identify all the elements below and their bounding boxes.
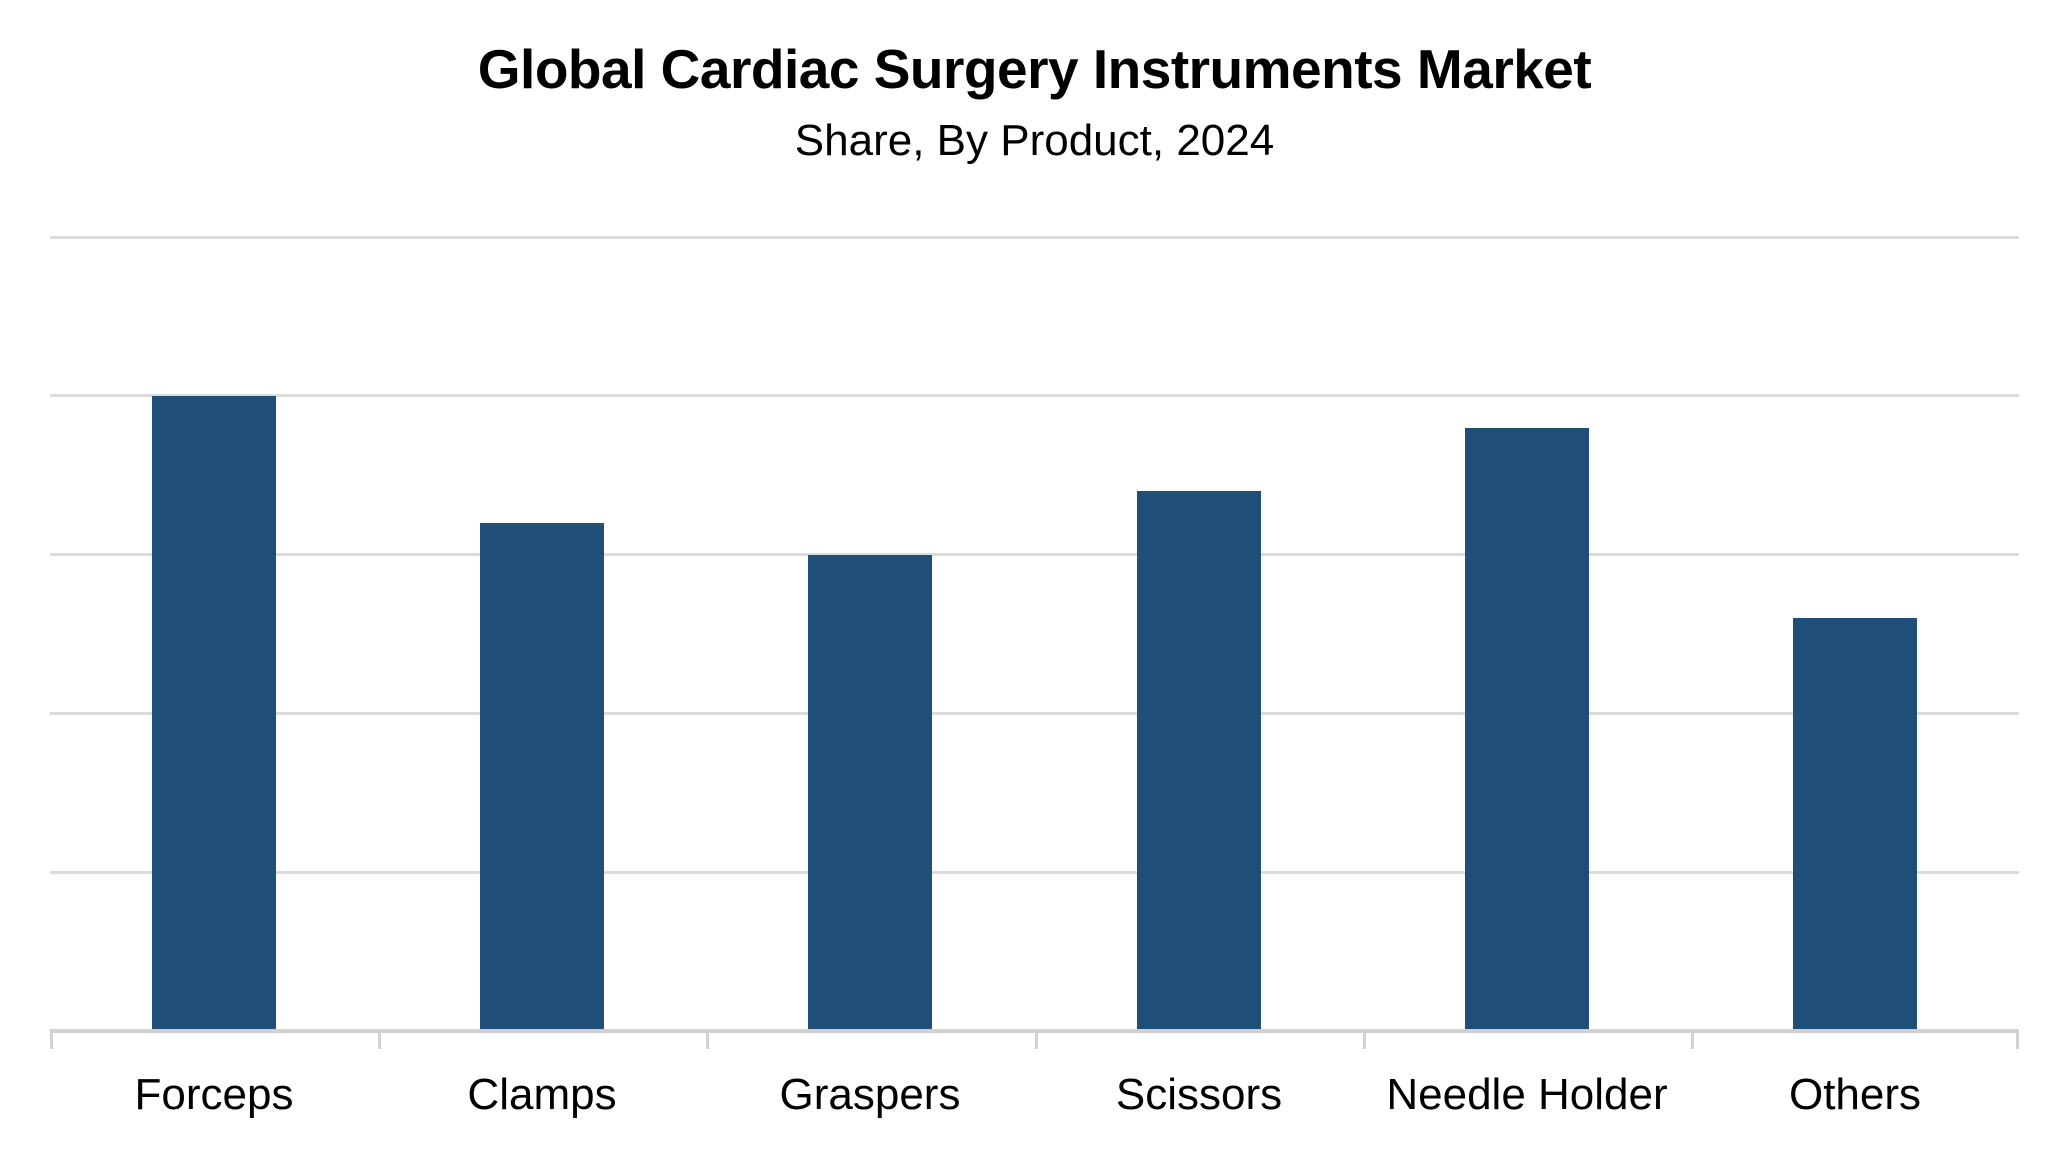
axis-tick xyxy=(378,1031,381,1049)
gridline xyxy=(50,871,2019,874)
x-axis-label: Graspers xyxy=(779,1070,961,1119)
bar-scissors xyxy=(1137,491,1261,1031)
axis-tick xyxy=(1035,1031,1038,1049)
x-axis-label: Forceps xyxy=(134,1070,294,1119)
gridline xyxy=(50,712,2019,715)
axis-tick xyxy=(706,1031,709,1049)
plot-area xyxy=(50,236,2019,1049)
gridline xyxy=(50,553,2019,556)
x-axis-label: Others xyxy=(1788,1070,1922,1119)
gridline xyxy=(50,236,2019,239)
x-axis-line xyxy=(50,1029,2019,1033)
x-axis-label: Needle Holder xyxy=(1386,1070,1668,1119)
axis-tick xyxy=(2016,1031,2019,1049)
axis-tick xyxy=(1363,1031,1366,1049)
gridline xyxy=(50,394,2019,397)
chart-title: Global Cardiac Surgery Instruments Marke… xyxy=(477,38,1592,100)
x-axis-label: Scissors xyxy=(1115,1070,1283,1119)
bar-needle-holder xyxy=(1465,428,1589,1031)
axis-tick xyxy=(1691,1031,1694,1049)
bar-forceps xyxy=(152,396,276,1031)
bar-clamps xyxy=(480,523,604,1031)
x-axis-label: Clamps xyxy=(467,1070,617,1119)
chart-subtitle: Share, By Product, 2024 xyxy=(794,116,1275,165)
axis-tick xyxy=(50,1031,53,1049)
bar-graspers xyxy=(808,555,932,1031)
bar-others xyxy=(1793,618,1917,1031)
